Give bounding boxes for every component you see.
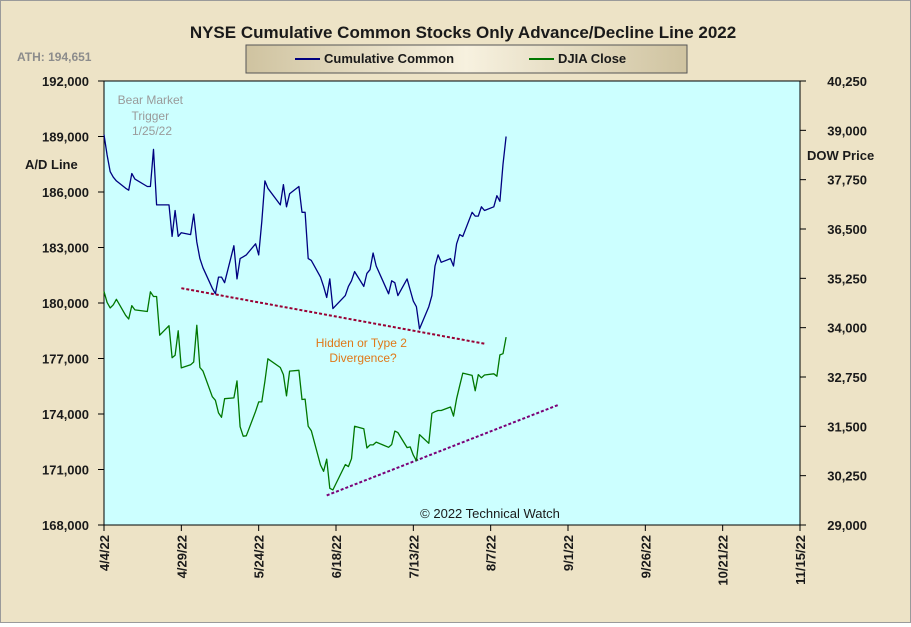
right-tick-label: 36,500: [827, 222, 867, 237]
series-lines: [103, 134, 507, 491]
trendline-1: [326, 403, 560, 497]
plot-area: [103, 80, 801, 526]
left-tick-label: 168,000: [42, 518, 89, 533]
right-tick-label: 37,750: [827, 173, 867, 188]
annotation-bear-market: Bear Market Trigger 1/25/22: [118, 93, 187, 138]
right-tick-label: 34,000: [827, 321, 867, 336]
x-tick-label: 9/1/22: [561, 535, 576, 571]
x-tick-label: 10/21/22: [716, 535, 731, 586]
axes: 192,000 189,000 186,000 183,000 180,000 177,0…: [42, 74, 867, 586]
right-tick-label: 40,250: [827, 74, 867, 89]
x-tick-label: 11/15/22: [793, 535, 808, 585]
x-tick-label: 4/29/22: [174, 535, 189, 578]
series-line-cumulative-common: [103, 134, 507, 330]
x-tick-label: 6/18/22: [329, 535, 344, 578]
right-tick-label: 32,750: [827, 370, 867, 385]
left-tick-label: 174,000: [42, 407, 89, 422]
right-tick-label: 39,000: [827, 123, 867, 138]
left-axis-label: A/D Line: [25, 157, 78, 172]
legend-label-djia: DJIA Close: [558, 51, 626, 66]
left-tick-label: 177,000: [42, 352, 89, 367]
left-tick-label: 186,000: [42, 185, 89, 200]
left-tick-label: 180,000: [42, 296, 89, 311]
right-axis-label: DOW Price: [807, 148, 874, 163]
right-tick-label: 30,250: [827, 469, 867, 484]
left-tick-label: 171,000: [42, 463, 89, 478]
left-tick-label: 183,000: [42, 241, 89, 256]
x-tick-label: 9/26/22: [638, 535, 653, 578]
chart-title: NYSE Cumulative Common Stocks Only Advan…: [190, 23, 736, 42]
trendline-0: [181, 287, 485, 345]
left-tick-label: 189,000: [42, 130, 89, 145]
x-tick-label: 8/7/22: [484, 535, 499, 571]
left-tick-label: 192,000: [42, 74, 89, 89]
trendlines: [181, 287, 560, 497]
copyright-watermark: © 2022 Technical Watch: [420, 506, 560, 521]
ath-label: ATH: 194,651: [17, 50, 92, 64]
x-tick-label: 4/4/22: [97, 535, 112, 571]
right-tick-label: 31,500: [827, 419, 867, 434]
right-tick-label: 29,000: [827, 518, 867, 533]
series-line-djia-close: [103, 291, 507, 491]
legend: Cumulative Common DJIA Close: [245, 44, 688, 74]
annotation-divergence: Hidden or Type 2 Divergence?: [316, 336, 411, 365]
x-tick-label: 5/24/22: [252, 535, 267, 578]
legend-label-cumulative: Cumulative Common: [324, 51, 454, 66]
right-tick-label: 35,250: [827, 271, 867, 286]
x-tick-label: 7/13/22: [406, 535, 421, 578]
